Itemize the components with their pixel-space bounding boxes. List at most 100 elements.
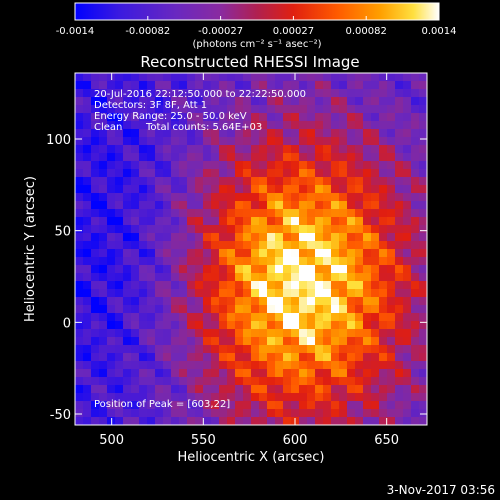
heatmap-cell [187,401,196,410]
heatmap-cell [187,137,196,146]
heatmap-cell [267,193,276,202]
heatmap-cell [75,225,84,234]
heatmap-cell [395,73,404,82]
heatmap-cell [211,105,220,114]
heatmap-cell [219,329,228,338]
heatmap-cell [331,177,340,186]
heatmap-cell [147,369,156,378]
heatmap-cell [387,337,396,346]
heatmap-cell [171,369,180,378]
heatmap-cell [155,193,164,202]
heatmap-cell [195,281,204,290]
heatmap-cell [75,409,84,418]
heatmap-cell [267,321,276,330]
heatmap-cell [179,225,188,234]
heatmap-cell [155,329,164,338]
x-tick-label: 650 [374,433,399,448]
x-axis-ticks: 500 550 600 650 [99,73,399,448]
heatmap-cell [323,81,332,90]
heatmap-cell [243,313,252,322]
heatmap-cell [171,169,180,178]
heatmap-cell [147,129,156,138]
heatmap-cell [395,377,404,386]
heatmap-cell [83,321,92,330]
heatmap-cell [147,257,156,266]
heatmap-cell [331,169,340,178]
heatmap-cell [411,113,420,122]
heatmap-cell [259,393,268,402]
heatmap-cell [99,265,108,274]
heatmap-cell [379,209,388,218]
heatmap-cell [155,97,164,106]
heatmap-cell [227,345,236,354]
heatmap-cell [315,353,324,362]
heatmap-cell [323,105,332,114]
heatmap-cell [291,97,300,106]
heatmap-cell [139,89,148,98]
heatmap-cell [219,185,228,194]
heatmap-cell [179,97,188,106]
heatmap-cell [75,209,84,218]
heatmap-cell [323,369,332,378]
heatmap-cell [299,137,308,146]
heatmap-cell [91,193,100,202]
heatmap-cell [299,337,308,346]
heatmap-cell [251,81,260,90]
heatmap-cell [147,89,156,98]
heatmap-cell [339,113,348,122]
heatmap-cell [211,273,220,282]
heatmap-cell [323,321,332,330]
heatmap-cell [259,377,268,386]
heatmap-cell [331,393,340,402]
heatmap-cell [83,273,92,282]
heatmap-cell [379,313,388,322]
heatmap-cell [275,409,284,418]
heatmap-cell [131,145,140,154]
heatmap-cell [99,241,108,250]
heatmap-cell [171,361,180,370]
heatmap-cell [99,345,108,354]
heatmap-cell [411,105,420,114]
heatmap-cell [419,217,428,226]
heatmap-cell [331,289,340,298]
heatmap-cell [363,393,372,402]
heatmap-cell [403,201,412,210]
heatmap-cell [251,113,260,122]
heatmap-cell [139,241,148,250]
heatmap-cell [243,161,252,170]
heatmap-cell [419,201,428,210]
heatmap-cell [339,81,348,90]
heatmap-cell [339,361,348,370]
heatmap-cell [267,305,276,314]
heatmap-cell [307,385,316,394]
heatmap-cell [299,321,308,330]
heatmap-cell [387,105,396,114]
heatmap-cell [139,73,148,82]
heatmap-cell [211,257,220,266]
heatmap-cell [355,297,364,306]
heatmap-cell [179,161,188,170]
heatmap-cell [187,329,196,338]
heatmap-cell [139,193,148,202]
heatmap-cell [235,105,244,114]
heatmap-cell [83,281,92,290]
heatmap-cell [379,185,388,194]
heatmap-cell [227,201,236,210]
heatmap-cell [195,89,204,98]
heatmap-cell [347,153,356,162]
heatmap-cell [235,361,244,370]
heatmap-cell [75,265,84,274]
heatmap-cell [251,97,260,106]
heatmap-cell [283,409,292,418]
heatmap-cell [267,273,276,282]
heatmap-cell [91,129,100,138]
heatmap-cell [243,369,252,378]
heatmap-cell [419,377,428,386]
heatmap-cell [315,257,324,266]
heatmap-cell [363,105,372,114]
heatmap-cell [339,393,348,402]
heatmap-cell [275,361,284,370]
heatmap-cell [75,201,84,210]
heatmap-cell [139,369,148,378]
heatmap-cell [139,409,148,418]
